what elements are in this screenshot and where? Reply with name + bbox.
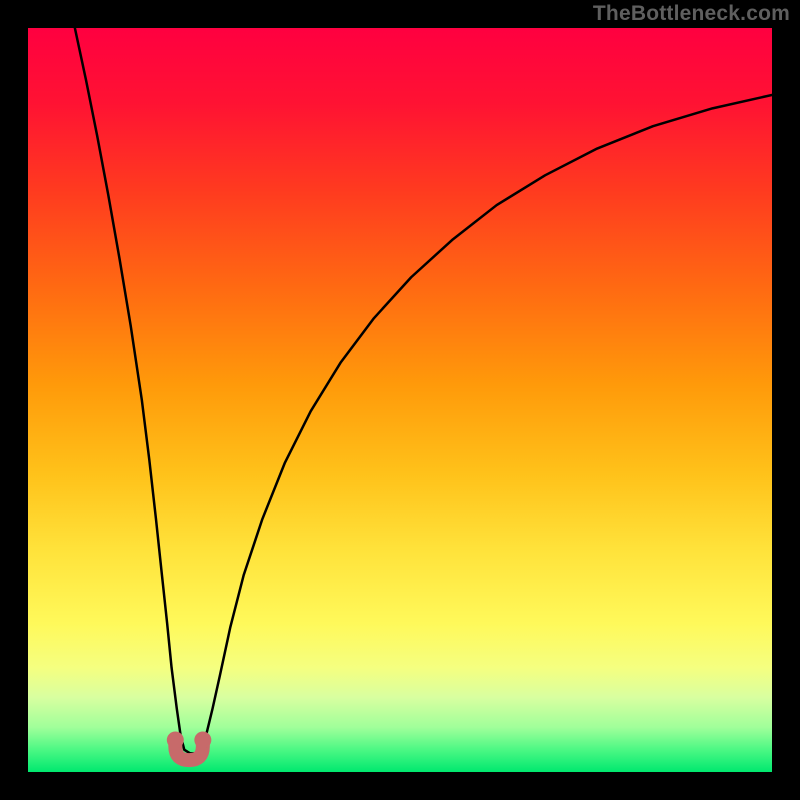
valley-dot-left — [167, 732, 184, 749]
bottleneck-curve — [75, 28, 772, 753]
outer-frame: TheBottleneck.com — [0, 0, 800, 800]
valley-marker — [167, 732, 212, 761]
plot-area — [28, 28, 772, 772]
bottleneck-curve-layer — [28, 28, 772, 772]
valley-dot-right — [194, 732, 211, 749]
watermark-text: TheBottleneck.com — [593, 2, 790, 26]
